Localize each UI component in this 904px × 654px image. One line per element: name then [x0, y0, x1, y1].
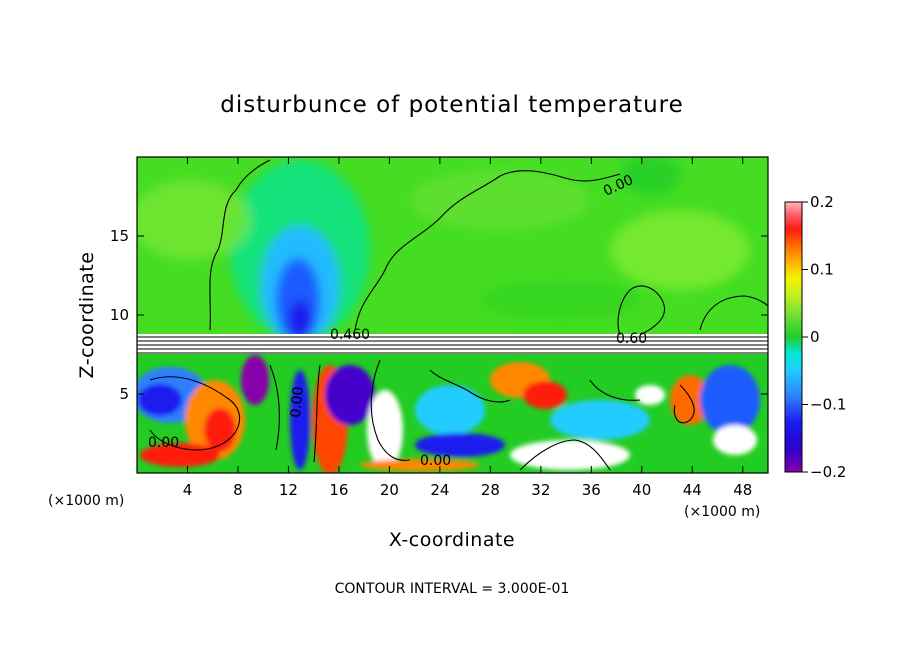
contour-labels: 0.00 0.00 0.60 0.00 0.00 0.460 — [148, 172, 647, 469]
inversion-band-lines — [137, 336, 768, 354]
x-tick-label: 12 — [279, 481, 298, 499]
colorbar-tick-label: 0 — [810, 328, 820, 346]
colorbar — [784, 201, 803, 473]
contour-label: 0.60 — [616, 331, 647, 347]
x-tick-label: 24 — [430, 481, 449, 499]
x-tick-label: 20 — [380, 481, 399, 499]
contour-interval-note: CONTOUR INTERVAL = 3.000E-01 — [335, 581, 570, 597]
contour-label: 0.00 — [148, 435, 179, 451]
colorbar-tick-label: 0.1 — [810, 261, 834, 279]
lower-layer-texture — [137, 355, 760, 473]
y-tick-label: 15 — [110, 227, 129, 245]
x-unit-right: (×1000 m) — [684, 504, 760, 520]
upper-layer-texture — [137, 157, 750, 345]
x-axis-ticks: 4 8 12 16 20 24 28 32 36 40 44 48 — [183, 157, 752, 499]
contour-lines — [149, 159, 768, 471]
colorbar-tick-label: 0.2 — [810, 193, 834, 211]
colorbar-tick-label: −0.1 — [810, 396, 846, 414]
contour-label: 0.460 — [330, 327, 370, 343]
y-axis-ticks: 5 10 15 — [110, 227, 768, 403]
colorbar-ticks: 0.2 0.1 0 −0.1 −0.2 — [802, 193, 846, 481]
x-tick-label: 40 — [632, 481, 651, 499]
chart-title: disturbunce of potential temperature — [220, 92, 684, 118]
x-tick-label: 48 — [733, 481, 752, 499]
x-tick-label: 44 — [683, 481, 702, 499]
contour-label: 0.00 — [288, 386, 307, 418]
y-tick-label: 5 — [119, 385, 129, 403]
x-tick-label: 8 — [233, 481, 243, 499]
x-tick-label: 16 — [329, 481, 348, 499]
x-tick-label: 4 — [183, 481, 193, 499]
x-axis-label: X-coordinate — [389, 529, 515, 551]
contour-label: 0.00 — [420, 453, 451, 469]
y-tick-label: 10 — [110, 306, 129, 324]
x-tick-label: 32 — [531, 481, 550, 499]
colorbar-tick-label: −0.2 — [810, 463, 846, 481]
x-tick-label: 36 — [582, 481, 601, 499]
plot-area: 0.00 0.00 0.60 0.00 0.00 0.460 — [137, 157, 768, 473]
y-axis-label: Z-coordinate — [76, 252, 98, 379]
x-tick-label: 28 — [481, 481, 500, 499]
x-unit-left: (×1000 m) — [48, 493, 124, 509]
